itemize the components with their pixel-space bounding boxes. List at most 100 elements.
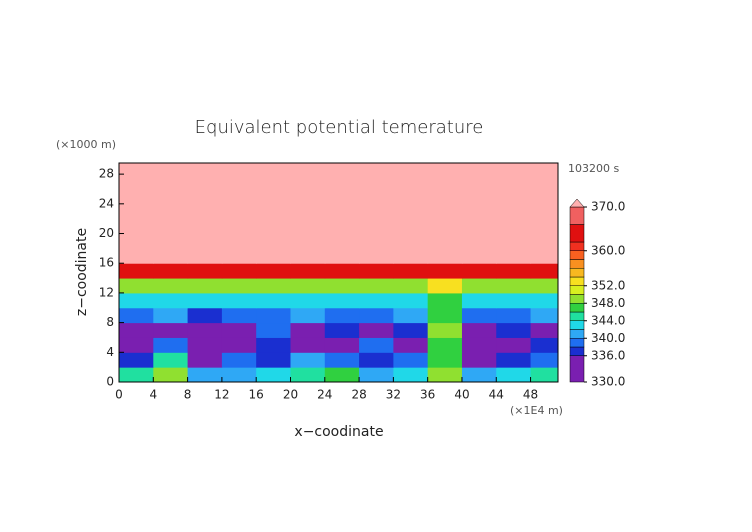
- chart-title: Equivalent potential temerature: [195, 117, 484, 138]
- field-cell: [119, 322, 154, 338]
- field-cell: [187, 263, 223, 279]
- field-cell: [290, 203, 326, 220]
- colorbar-tick-label: 330.0: [591, 375, 625, 389]
- field-cell: [187, 292, 223, 309]
- field-cell: [119, 203, 154, 220]
- field-cell: [359, 174, 394, 190]
- field-cell: [530, 322, 559, 338]
- field-cell: [187, 337, 223, 353]
- field-cell: [256, 218, 291, 235]
- field-cell: [324, 248, 360, 264]
- field-cell: [359, 322, 394, 338]
- field-cell: [530, 218, 559, 235]
- colorbar-segment: [569, 276, 585, 286]
- field-cell: [496, 337, 532, 353]
- field-cell: [427, 188, 463, 205]
- field-cell: [324, 203, 360, 220]
- field-cell: [393, 174, 429, 190]
- field-cell: [187, 203, 223, 220]
- x-unit: (×1E4 m): [510, 404, 563, 417]
- field-cell: [153, 174, 189, 190]
- field-cell: [530, 337, 559, 353]
- field-cell: [359, 292, 394, 309]
- field-cell: [153, 292, 189, 309]
- field-cell: [496, 188, 532, 205]
- field-cell: [496, 163, 532, 175]
- field-cell: [393, 307, 429, 324]
- field-cell: [359, 352, 394, 368]
- field-cell: [119, 367, 154, 383]
- colorbar-tick-label: 352.0: [591, 278, 625, 292]
- field-cell: [256, 174, 291, 190]
- x-axis-label: x−coodinate: [294, 424, 383, 440]
- x-tick-label: 16: [249, 388, 264, 402]
- x-tick-label: 48: [523, 388, 538, 402]
- field-cell: [359, 188, 394, 205]
- field-cell: [530, 174, 559, 190]
- field-cell: [393, 203, 429, 220]
- colorbar-segment: [569, 268, 585, 278]
- x-tick-label: 8: [184, 388, 192, 402]
- colorbar-tick-label: 336.0: [591, 348, 625, 362]
- field-cell: [221, 322, 257, 338]
- field-cell: [393, 278, 429, 294]
- field-cell: [119, 307, 154, 324]
- field-cell: [153, 337, 189, 353]
- field-cell: [187, 367, 223, 383]
- field-cell: [461, 203, 497, 220]
- field-cell: [119, 278, 154, 294]
- field-cell: [461, 248, 497, 264]
- x-tick-label: 32: [386, 388, 401, 402]
- field-cell: [256, 307, 291, 324]
- field-cell: [256, 248, 291, 264]
- field-cell: [290, 188, 326, 205]
- field-cell: [153, 248, 189, 264]
- field-cell: [530, 163, 559, 175]
- x-tick-label: 36: [420, 388, 435, 402]
- x-tick-label: 44: [489, 388, 504, 402]
- field-cell: [359, 203, 394, 220]
- field-cell: [290, 278, 326, 294]
- field-cell: [119, 352, 154, 368]
- field-cell: [461, 292, 497, 309]
- field-cell: [324, 367, 360, 383]
- field-cell: [290, 233, 326, 249]
- field-cell: [119, 263, 154, 279]
- field-cell: [290, 337, 326, 353]
- field-cell: [221, 352, 257, 368]
- field-cell: [153, 218, 189, 235]
- field-cell: [290, 174, 326, 190]
- colorbar-tick-label: 360.0: [591, 243, 625, 257]
- field-cell: [221, 278, 257, 294]
- field-cell: [290, 263, 326, 279]
- colorbar-tick-label: 370.0: [591, 200, 625, 214]
- x-tick-label: 0: [115, 388, 123, 402]
- field-cell: [393, 367, 429, 383]
- field-cell: [359, 248, 394, 264]
- field-cell: [153, 163, 189, 175]
- field-cell: [153, 263, 189, 279]
- y-unit: (×1000 m): [56, 138, 116, 151]
- x-tick-label: 40: [454, 388, 469, 402]
- field-cell: [427, 263, 463, 279]
- field-cell: [359, 278, 394, 294]
- field-cell: [461, 188, 497, 205]
- field-cell: [461, 337, 497, 353]
- colorbar-tick-label: 344.0: [591, 313, 625, 327]
- field-cell: [461, 307, 497, 324]
- field-cell: [290, 248, 326, 264]
- field-cell: [221, 292, 257, 309]
- field-cell: [393, 322, 429, 338]
- field-cell: [496, 278, 532, 294]
- field-cell: [119, 248, 154, 264]
- field-cell: [496, 174, 532, 190]
- field-cell: [221, 218, 257, 235]
- field-cell: [393, 163, 429, 175]
- colorbar-segment: [569, 259, 585, 269]
- field-cell: [461, 233, 497, 249]
- field-cell: [187, 163, 223, 175]
- field-cell: [530, 278, 559, 294]
- x-tick-label: 28: [351, 388, 366, 402]
- field-cell: [461, 163, 497, 175]
- field-cell: [187, 248, 223, 264]
